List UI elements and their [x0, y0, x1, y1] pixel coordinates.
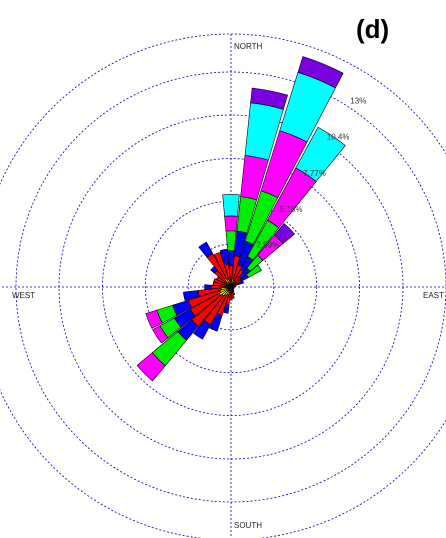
sector-30-bin-1 — [213, 251, 229, 281]
sector-0-bin-5 — [222, 194, 240, 217]
ring-label-4: 13% — [350, 96, 366, 105]
sector-24-bin-2 — [204, 284, 212, 290]
sector-23-bin-2 — [182, 290, 200, 301]
sector-18-bin-2 — [209, 312, 223, 332]
sector-26-bin-1 — [213, 278, 228, 286]
panel-label: (d) — [356, 14, 390, 44]
sector-3-bin-5 — [295, 126, 346, 182]
sector-31-bin-2 — [219, 248, 229, 266]
sector-5-bin-3 — [246, 264, 262, 278]
ring-label-3: 10,4% — [327, 132, 350, 141]
sector-2-bin-6 — [297, 56, 344, 89]
sector-29-bin-2 — [198, 241, 214, 258]
east-label: EAST — [423, 291, 444, 300]
west-label: WEST — [12, 291, 35, 300]
sector-19-bin-2 — [193, 320, 211, 340]
sector-22-bin-4 — [145, 309, 163, 329]
ring-labels: 2,59% 5,18% 7,77% 10,4% 13% — [257, 96, 367, 249]
sector-0-bin-4 — [224, 215, 238, 232]
sector-bars — [136, 56, 346, 382]
sector-4-bin-6 — [273, 223, 295, 245]
ring-label-2: 7,77% — [303, 169, 326, 178]
south-label: SOUTH — [234, 521, 262, 530]
sector-20-bin-4 — [136, 352, 166, 382]
north-label: NORTH — [234, 42, 263, 51]
sector-17-bin-2 — [223, 304, 230, 314]
sector-0-bin-3 — [225, 230, 237, 252]
grid-ring — [144, 200, 318, 374]
sector-6-bin-2 — [237, 280, 245, 285]
sector-21-bin-4 — [152, 325, 169, 344]
ring-label-1: 5,18% — [280, 205, 303, 214]
sector-1-bin-6 — [250, 87, 288, 110]
axis-labels: NORTH SOUTH EAST WEST — [12, 42, 444, 530]
ring-label-0: 2,59% — [257, 241, 280, 250]
sector-28-bin-2 — [210, 266, 218, 274]
